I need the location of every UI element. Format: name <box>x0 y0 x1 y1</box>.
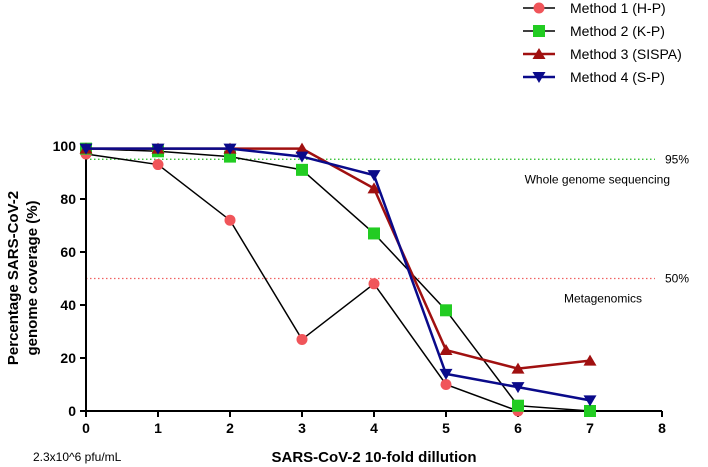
x-tick-label: 2 <box>226 420 234 436</box>
series-4-point <box>583 395 597 407</box>
reference-description: Metagenomics <box>564 292 642 306</box>
legend-marker <box>532 72 546 83</box>
series-1-point <box>368 278 380 290</box>
x-tick-label: 4 <box>370 420 378 436</box>
reference-label: 50% <box>665 272 689 286</box>
x-tick-label: 6 <box>514 420 522 436</box>
legend-label: Method 1 (H-P) <box>570 0 666 16</box>
series-4-point <box>295 151 309 163</box>
y-tick-label: 40 <box>60 297 76 313</box>
series-3-point <box>295 142 309 154</box>
series-2-line <box>85 147 591 412</box>
reference-description: Whole genome sequencing <box>525 172 670 186</box>
y-tick-label: 20 <box>60 350 76 366</box>
series-3-line <box>86 147 591 370</box>
series-1-point <box>440 379 452 390</box>
series-4-line <box>86 147 591 402</box>
series-1 <box>80 148 596 417</box>
legend-label: Method 4 (S-P) <box>570 69 665 85</box>
series-3-point <box>439 344 453 356</box>
y-axis-title-line-2: genome coverage (%) <box>24 200 41 355</box>
series-2-point <box>296 163 308 176</box>
x-tick-label: 7 <box>586 420 594 436</box>
series-4-point <box>439 368 453 380</box>
series-2-point <box>584 405 596 417</box>
x-tick-label: 1 <box>154 420 162 436</box>
series-2-point <box>368 227 380 240</box>
series-4-point <box>367 170 381 182</box>
y-tick-label: 60 <box>60 244 76 260</box>
legend-item: Method 2 (K-P) <box>523 23 665 39</box>
series-2 <box>80 142 596 417</box>
series-1-point <box>152 159 164 171</box>
x-tick-label: 5 <box>442 420 450 436</box>
legend-item: Method 1 (H-P) <box>523 0 666 16</box>
y-axis-title-line-1: Percentage SARS-CoV-2 <box>5 191 22 365</box>
series-3 <box>79 142 597 374</box>
legend-marker <box>532 48 546 59</box>
series-1-point <box>224 214 236 226</box>
x-tick-label: 0 <box>82 420 90 436</box>
legend-item: Method 3 (SISPA) <box>523 46 682 62</box>
x-axis-title: SARS-CoV-2 10-fold dillution <box>272 449 477 466</box>
series-3-point <box>583 354 597 366</box>
series-2-point <box>512 399 524 412</box>
legend: Method 1 (H-P) Method 2 (K-P) Method 3 (SI… <box>523 0 682 85</box>
reference-label: 95% <box>665 152 689 166</box>
series-1-line <box>85 153 590 412</box>
legend-label: Method 3 (SISPA) <box>570 46 682 62</box>
legend-label: Method 2 (K-P) <box>570 23 665 39</box>
series-3-point <box>511 362 525 374</box>
series-2-point <box>440 304 452 317</box>
y-tick-label: 80 <box>60 191 76 207</box>
y-tick-label: 100 <box>53 138 77 154</box>
legend-item: Method 4 (S-P) <box>523 69 665 85</box>
x-tick-label: 8 <box>658 420 666 436</box>
series-4-point <box>223 143 237 155</box>
series-4-point <box>511 382 525 394</box>
series-4-point <box>79 143 93 155</box>
x-tick-label: 3 <box>298 420 306 436</box>
series-4 <box>79 143 597 407</box>
series-3-point <box>367 182 381 194</box>
x-axis-note: 2.3x10^6 pfu/mL <box>33 450 122 464</box>
series-4-point <box>151 143 165 155</box>
y-tick-label: 0 <box>68 403 76 419</box>
series-1-point <box>296 333 308 345</box>
legend-marker <box>533 25 545 37</box>
legend-marker <box>533 2 545 14</box>
